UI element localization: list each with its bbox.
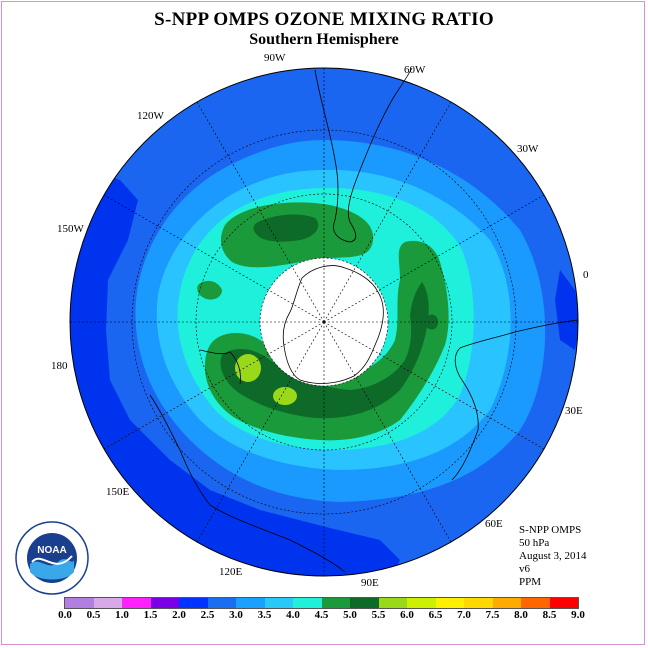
- ozone-band-dark-green-north: [253, 214, 319, 242]
- info-date: August 3, 2014: [519, 550, 587, 562]
- colorbar-segment: [521, 598, 550, 608]
- ozone-band-green-west: [197, 280, 222, 300]
- info-units: PPM: [519, 576, 542, 588]
- colorbar-segment: [293, 598, 322, 608]
- colorbar-segment: [492, 598, 521, 608]
- map-boundary: [69, 67, 579, 577]
- lon-label-150w: 150W: [57, 223, 85, 235]
- colorbar-tick-label: 6.5: [428, 609, 443, 621]
- ozone-band-deep-blue: [70, 160, 400, 576]
- colorbar-tick-label: 1.0: [115, 609, 129, 621]
- lon-label-30e: 30E: [565, 405, 583, 417]
- colorbar-tick-label: 7.0: [457, 609, 471, 621]
- colorbar-tick-label: 6.0: [400, 609, 414, 621]
- lon-label-60e: 60E: [485, 518, 503, 530]
- colorbar-segment: [93, 598, 122, 608]
- colorbar-segment: [236, 598, 265, 608]
- colorbar-segment: [122, 598, 151, 608]
- colorbar-segment: [407, 598, 436, 608]
- page-title: S-NPP OMPS OZONE MIXING RATIO: [154, 9, 494, 30]
- africa-coastline: [451, 319, 579, 481]
- colorbar-tick-label: 5.5: [371, 609, 386, 621]
- colorbar-tick-label: 4.5: [314, 609, 329, 621]
- colorbar-tick-label: 1.5: [143, 609, 158, 621]
- colorbar-segment: [464, 598, 493, 608]
- lon-label-90e: 90E: [361, 577, 379, 589]
- lon-label-30w: 30W: [517, 143, 539, 155]
- ozone-band-deep-blue-east: [555, 270, 578, 350]
- colorbar-tick-label: 8.5: [542, 609, 557, 621]
- continent-coastlines: [149, 67, 579, 573]
- colorbar-segment: [549, 598, 578, 608]
- south-america-coastline: [314, 67, 413, 243]
- graticule: [70, 68, 578, 576]
- info-level: 50 hPa: [519, 537, 550, 549]
- colorbar-segment: [179, 598, 208, 608]
- colorbar-segment: [378, 598, 407, 608]
- australia-coastline: [149, 394, 346, 573]
- new-zealand-coastline: [199, 349, 241, 385]
- lon-label-0: 0: [583, 269, 589, 281]
- colorbar-tick-label: 4.0: [286, 609, 300, 621]
- colorbar-tick-label: 2.0: [172, 609, 186, 621]
- colorbar-tick-label: 0.0: [58, 609, 72, 621]
- noaa-logo: NOAA: [15, 521, 89, 595]
- colorbar-segment: [264, 598, 293, 608]
- lon-label-120e: 120E: [219, 566, 243, 578]
- colorbar-tick-label: 3.5: [257, 609, 272, 621]
- colorbar-segment: [350, 598, 379, 608]
- info-version: v6: [519, 563, 530, 575]
- colorbar-segment: [435, 598, 464, 608]
- lon-label-180: 180: [51, 360, 68, 372]
- colorbar-tick-label: 9.0: [571, 609, 585, 621]
- antarctica-coastline: [282, 265, 384, 384]
- colorbar-tick-label: 0.5: [86, 609, 101, 621]
- ozone-band-dark-green-south: [220, 282, 429, 419]
- ozone-band-yellow-green-a: [235, 354, 261, 382]
- page-subtitle: Southern Hemisphere: [249, 31, 399, 48]
- colorbar-segment: [150, 598, 179, 608]
- lon-label-150e: 150E: [106, 486, 130, 498]
- colorbar-tick-label: 2.5: [200, 609, 215, 621]
- lon-label-120w: 120W: [137, 110, 165, 122]
- info-instrument: S-NPP OMPS: [519, 524, 582, 536]
- colorbar-segment: [321, 598, 350, 608]
- colorbar-segment: [65, 598, 94, 608]
- info-block: S-NPP OMPS 50 hPa August 3, 2014 v6 PPM: [519, 524, 587, 589]
- lon-label-60w: 60W: [404, 64, 426, 76]
- ozone-band-yellow-green-b: [273, 387, 297, 405]
- colorbar-tick-label: 7.5: [485, 609, 500, 621]
- colorbar-tick-label: 8.0: [514, 609, 528, 621]
- colorbar-tick-label: 3.0: [229, 609, 243, 621]
- lon-label-90w: 90W: [264, 52, 286, 64]
- colorbar: [64, 597, 579, 609]
- colorbar-tick-label: 5.0: [343, 609, 357, 621]
- colorbar-segment: [207, 598, 236, 608]
- noaa-logo-text: NOAA: [37, 545, 66, 556]
